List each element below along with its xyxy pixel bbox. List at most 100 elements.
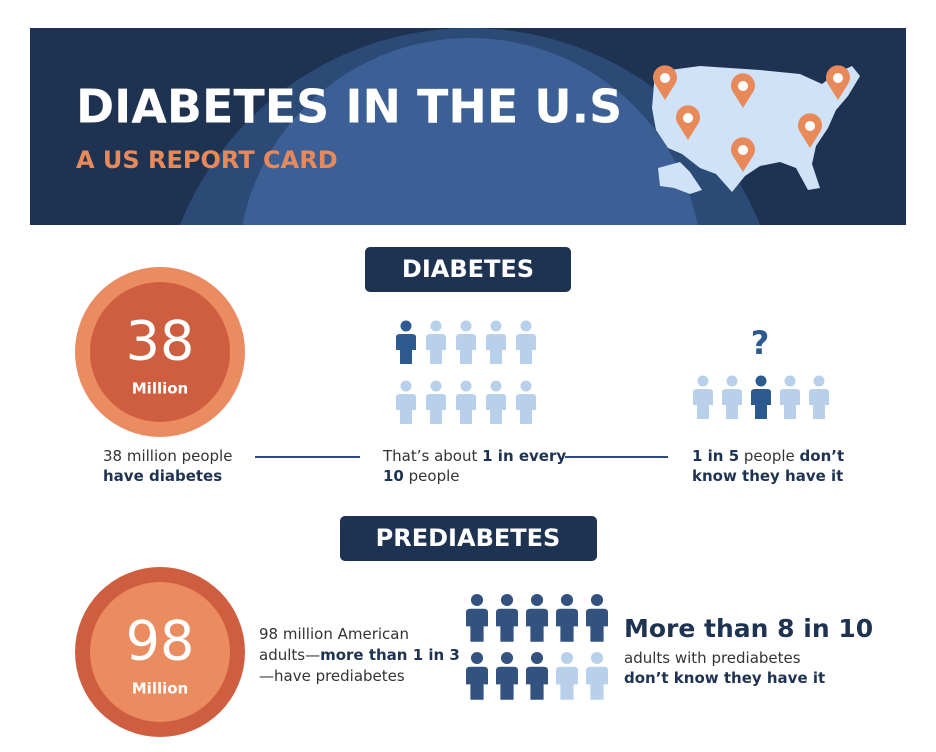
person-head	[590, 593, 604, 607]
map-pin-dot	[683, 113, 693, 123]
banner: DIABETES IN THE U.S A US REPORT CARD	[30, 28, 906, 225]
person-body	[586, 608, 608, 642]
person-head	[470, 593, 484, 607]
caption-segment: know they have it	[692, 467, 843, 485]
caption-line: 1 in 5 people don’t	[692, 447, 844, 465]
map-pin-dot	[833, 73, 843, 83]
figure-core	[90, 282, 230, 422]
person-body	[809, 389, 829, 419]
person-body	[496, 608, 518, 642]
person-body	[556, 608, 578, 642]
caption-segment: don’t	[800, 447, 845, 465]
person-head	[460, 320, 472, 332]
person-body	[426, 394, 446, 424]
person-head	[560, 593, 574, 607]
person-head	[500, 593, 514, 607]
caption-segment: 98 million American	[259, 625, 409, 643]
map-pin-dot	[660, 73, 670, 83]
person-head	[500, 651, 514, 665]
person-body	[426, 334, 446, 364]
person-head	[520, 320, 532, 332]
person-body	[496, 666, 518, 700]
figure-number: 98	[126, 610, 195, 673]
caption-segment: don’t know they have it	[624, 669, 825, 687]
figure-number: 38	[126, 310, 195, 373]
caption-line: have diabetes	[103, 467, 222, 485]
banner-circle	[242, 38, 698, 225]
caption-segment: 10	[383, 467, 404, 485]
headline: More than 8 in 10	[624, 614, 873, 643]
person-head	[490, 380, 502, 392]
person-body	[466, 666, 488, 700]
caption-segment: people	[404, 467, 460, 485]
person-head	[530, 593, 544, 607]
person-head	[755, 375, 767, 387]
person-head	[530, 651, 544, 665]
figure-unit: Million	[132, 380, 188, 398]
person-head	[460, 380, 472, 392]
caption-line: —have prediabetes	[259, 667, 405, 685]
person-head	[590, 651, 604, 665]
caption-line: 98 million American	[259, 625, 409, 643]
person-head	[813, 375, 825, 387]
figure-core	[90, 582, 230, 722]
caption-line: don’t know they have it	[624, 669, 825, 687]
person-body	[526, 666, 548, 700]
caption-segment: more than 1 in 3	[320, 646, 460, 664]
person-head	[400, 320, 412, 332]
person-head	[520, 380, 532, 392]
map-pin-dot	[805, 121, 815, 131]
person-head	[726, 375, 738, 387]
caption-segment: people	[739, 447, 799, 465]
person-body	[751, 389, 771, 419]
subtitle: A US REPORT CARD	[76, 146, 338, 174]
map-pin-dot	[738, 145, 748, 155]
person-body	[456, 394, 476, 424]
person-head	[470, 651, 484, 665]
person-body	[780, 389, 800, 419]
person-body	[516, 334, 536, 364]
caption-line: 10 people	[383, 467, 460, 485]
person-body	[526, 608, 548, 642]
section-heading: PREDIABETES	[376, 524, 561, 552]
caption-segment: adults with prediabetes	[624, 649, 801, 667]
caption-line: know they have it	[692, 467, 843, 485]
person-body	[456, 334, 476, 364]
question-mark: ?	[751, 324, 770, 362]
person-head	[490, 320, 502, 332]
caption-line: 38 million people	[103, 447, 232, 465]
alaska	[658, 162, 702, 194]
person-body	[486, 334, 506, 364]
person-body	[693, 389, 713, 419]
caption-line: adults with prediabetes	[624, 649, 801, 667]
figure-unit: Million	[132, 680, 188, 698]
person-body	[722, 389, 742, 419]
caption-segment: have diabetes	[103, 467, 222, 485]
us-map	[652, 66, 860, 192]
person-body	[586, 666, 608, 700]
person-body	[556, 666, 578, 700]
caption-line: That’s about 1 in every	[382, 447, 566, 465]
section-heading: DIABETES	[402, 255, 534, 283]
person-head	[430, 320, 442, 332]
person-head	[784, 375, 796, 387]
caption-line: adults—more than 1 in 3	[259, 646, 460, 664]
heading-pill	[365, 247, 571, 292]
person-body	[516, 394, 536, 424]
title: DIABETES IN THE U.S	[76, 80, 622, 134]
heading-pill	[340, 516, 597, 561]
caption-segment: 38 million people	[103, 447, 232, 465]
map-pin-dot	[738, 81, 748, 91]
caption-segment: 1 in every	[482, 447, 566, 465]
caption-segment: —have prediabetes	[259, 667, 405, 685]
person-body	[396, 334, 416, 364]
person-body	[486, 394, 506, 424]
person-head	[400, 380, 412, 392]
person-head	[430, 380, 442, 392]
person-head	[560, 651, 574, 665]
caption-segment: 1 in 5	[692, 447, 739, 465]
person-body	[466, 608, 488, 642]
person-head	[697, 375, 709, 387]
person-body	[396, 394, 416, 424]
